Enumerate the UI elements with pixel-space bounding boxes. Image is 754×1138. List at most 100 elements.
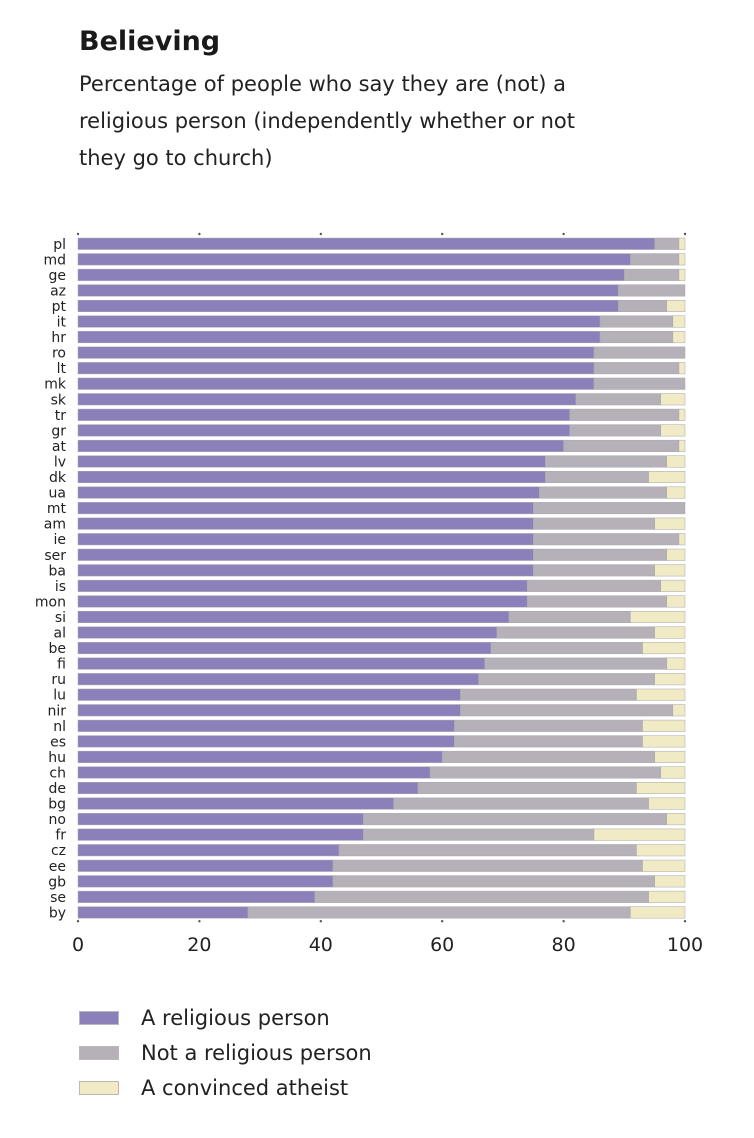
bar-nir-series-2 [672, 704, 686, 717]
bar-by-series-0 [77, 906, 249, 919]
bar-si-series-0 [77, 610, 510, 623]
bar-mk-series-1 [593, 377, 686, 390]
bar-at-series-2 [678, 439, 686, 452]
bar-al-series-1 [496, 626, 655, 639]
bar-cz-series-1 [338, 844, 637, 857]
bar-be-series-1 [490, 642, 643, 655]
bar-es-series-1 [454, 735, 643, 748]
bar-az-series-1 [617, 284, 686, 297]
bar-pl-series-2 [678, 237, 686, 250]
bar-is-series-2 [660, 579, 686, 592]
grid-dot [198, 232, 201, 236]
legend-swatch-not-religious [79, 1045, 119, 1060]
bar-nl-series-2 [642, 719, 686, 732]
bar-de-series-1 [417, 782, 637, 795]
bar-lt-series-2 [678, 362, 686, 375]
bar-bg-series-2 [648, 797, 686, 810]
y-tick-label-se: se [50, 890, 66, 906]
bar-se-series-2 [648, 890, 686, 903]
bar-dk-series-0 [77, 471, 546, 484]
bar-ie-series-1 [533, 533, 680, 546]
bar-ge-series-0 [77, 268, 625, 281]
y-tick-label-dk: dk [49, 470, 67, 486]
grid-dot [562, 920, 565, 923]
bar-se-series-1 [314, 890, 649, 903]
bar-dk-series-1 [545, 471, 649, 484]
bar-ser-series-1 [533, 548, 668, 561]
bar-ch-series-0 [77, 766, 431, 779]
y-tick-label-ba: ba [49, 563, 66, 579]
y-tick-label-at: at [52, 439, 67, 455]
y-tick-label-am: am [44, 517, 66, 533]
bar-fr-series-2 [593, 828, 686, 841]
bar-fi-series-1 [484, 657, 668, 670]
bar-ua-series-2 [666, 486, 686, 499]
bar-hr-series-0 [77, 331, 601, 344]
y-tick-label-hr: hr [51, 330, 66, 346]
bar-nir-series-1 [460, 704, 674, 717]
bar-nir-series-0 [77, 704, 461, 717]
y-tick-label-bg: bg [48, 797, 66, 813]
bar-md-series-1 [630, 253, 680, 266]
legend-item-religious: A religious person [79, 1000, 372, 1035]
bar-es-series-0 [77, 735, 455, 748]
y-tick-label-tr: tr [55, 408, 66, 424]
bar-hr-series-1 [599, 331, 674, 344]
y-tick-label-md: md [43, 252, 66, 268]
grid-dot [683, 232, 687, 236]
y-tick-label-cz: cz [51, 843, 66, 859]
bar-ru-series-2 [654, 673, 686, 686]
bar-es-series-2 [642, 735, 686, 748]
chart-title: Believing [79, 26, 221, 57]
bar-lu-series-1 [460, 688, 637, 701]
grid-dot [198, 920, 201, 923]
bar-at-series-1 [563, 439, 680, 452]
bar-by-series-2 [630, 906, 686, 919]
bar-gb-series-2 [654, 875, 686, 888]
y-tick-label-hu: hu [48, 750, 66, 766]
bar-ee-series-2 [642, 859, 686, 872]
bar-am-series-0 [77, 517, 534, 530]
bar-it-series-0 [77, 315, 601, 328]
bar-lv-series-2 [666, 455, 686, 468]
y-tick-label-mk: mk [44, 377, 67, 393]
bar-lv-series-1 [545, 455, 668, 468]
bar-ie-series-2 [678, 533, 686, 546]
x-tick-label: 20 [187, 934, 211, 956]
bar-mk-series-0 [77, 377, 595, 390]
bar-gr-series-2 [660, 424, 686, 437]
bar-ba-series-0 [77, 564, 534, 577]
bar-de-series-2 [636, 782, 686, 795]
bar-ge-series-1 [624, 268, 680, 281]
bar-cz-series-0 [77, 844, 340, 857]
y-tick-label-ru: ru [51, 672, 66, 688]
y-tick-label-az: az [50, 283, 66, 299]
bar-lt-series-1 [593, 362, 680, 375]
bar-pt-series-1 [617, 299, 668, 312]
y-tick-label-es: es [50, 734, 66, 750]
y-tick-label-ua: ua [49, 486, 66, 502]
bar-ru-series-0 [77, 673, 479, 686]
bar-tr-series-0 [77, 408, 570, 421]
bar-ee-series-1 [332, 859, 643, 872]
bar-de-series-0 [77, 782, 419, 795]
y-tick-label-ser: ser [44, 548, 66, 564]
bar-mon-series-1 [526, 595, 668, 608]
y-tick-label-pl: pl [53, 237, 66, 253]
bar-bg-series-0 [77, 797, 394, 810]
bar-ro-series-0 [77, 346, 595, 359]
bar-nl-series-0 [77, 719, 455, 732]
bar-hu-series-0 [77, 750, 443, 763]
bar-ch-series-2 [660, 766, 686, 779]
bar-tr-series-1 [569, 408, 680, 421]
x-tick-label: 0 [72, 934, 84, 956]
bar-be-series-2 [642, 642, 686, 655]
y-tick-label-ie: ie [53, 532, 66, 548]
legend: A religious person Not a religious perso… [79, 1000, 372, 1105]
bar-mt-series-1 [533, 502, 686, 515]
y-tick-label-gb: gb [48, 874, 66, 890]
bar-ru-series-1 [478, 673, 655, 686]
y-tick-label-ee: ee [49, 859, 66, 875]
bar-al-series-2 [654, 626, 686, 639]
bar-fi-series-0 [77, 657, 485, 670]
